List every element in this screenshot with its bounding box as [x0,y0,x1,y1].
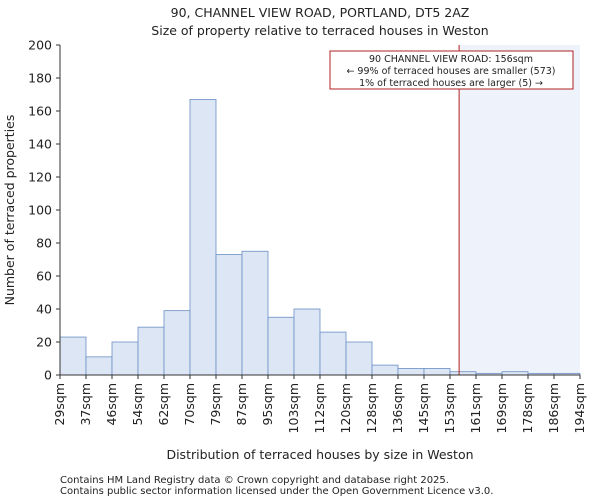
y-axis: 0 20 40 60 80 100 120 140 160 180 200 [28,38,61,383]
x-tick-label-70sqm: 70sqm [182,383,197,426]
y-tick-label-80: 80 [36,236,52,251]
x-tick-label-54sqm: 54sqm [130,383,145,426]
x-tick-label-29sqm: 29sqm [52,383,67,426]
x-tick-label-169sqm: 169sqm [494,383,509,433]
bars-group [59,99,581,376]
bar-54sqm [137,326,165,376]
bar-87sqm [241,250,269,376]
y-axis-label: Number of terraced properties [2,115,17,306]
bar-120sqm [345,341,373,376]
annotation-line1: 90 CHANNEL VIEW ROAD: 156sqm [369,54,533,65]
x-tick-label-136sqm: 136sqm [390,383,405,433]
x-tick-label-145sqm: 145sqm [416,383,431,433]
bar-79sqm [215,254,243,376]
x-tick-label-112sqm: 112sqm [312,383,327,433]
x-tick-label-79sqm: 79sqm [208,383,223,426]
bar-46sqm [111,341,139,376]
annotation-box: 90 CHANNEL VIEW ROAD: 156sqm ← 99% of te… [329,50,574,90]
bar-62sqm [163,310,191,376]
bar-136sqm [397,367,425,376]
bar-103sqm [293,308,321,376]
x-tick-label-186sqm: 186sqm [546,383,561,433]
y-tick-label-200: 200 [28,38,52,53]
y-tick-label-60: 60 [36,269,52,284]
y-tick-label-0: 0 [44,368,52,383]
x-tick-label-95sqm: 95sqm [260,383,275,426]
x-tick-label-62sqm: 62sqm [156,383,171,426]
annotation-line3: 1% of terraced houses are larger (5) → [359,78,543,89]
y-tick-label-160: 160 [28,104,52,119]
x-tick-label-194sqm: 194sqm [572,383,587,433]
bar-95sqm [267,316,295,376]
bar-145sqm [423,367,451,376]
x-tick-label-120sqm: 120sqm [338,383,353,433]
x-tick-label-128sqm: 128sqm [364,383,379,433]
x-tick-label-178sqm: 178sqm [520,383,535,433]
chart-title-line1: 90, CHANNEL VIEW ROAD, PORTLAND, DT5 2AZ [171,5,470,20]
x-tick-label-37sqm: 37sqm [78,383,93,426]
x-tick-label-87sqm: 87sqm [234,383,249,426]
y-tick-label-120: 120 [28,170,52,185]
y-tick-label-180: 180 [28,71,52,86]
x-tick-label-161sqm: 161sqm [468,383,483,433]
footer-line1: Contains HM Land Registry data © Crown c… [60,475,449,486]
x-tick-label-46sqm: 46sqm [104,383,119,426]
y-tick-label-40: 40 [36,302,52,317]
x-tick-label-153sqm: 153sqm [442,383,457,433]
x-axis: 29sqm 37sqm 46sqm 54sqm 62sqm 70sqm 79sqm 87sqm… [52,374,587,433]
chart-title-line2: Size of property relative to terraced ho… [151,23,488,38]
bar-37sqm [85,356,113,376]
annotation-frame [329,50,574,90]
y-tick-label-20: 20 [36,335,52,350]
highlight-region [459,45,580,375]
bar-112sqm [319,331,347,376]
bar-29sqm [59,336,87,376]
bar-70sqm [189,99,217,376]
footer-line2: Contains public sector information licen… [60,486,493,497]
y-tick-label-140: 140 [28,137,52,152]
x-tick-label-103sqm: 103sqm [286,383,301,433]
bar-128sqm [371,364,399,376]
annotation-line2: ← 99% of terraced houses are smaller (57… [346,66,555,77]
x-axis-label: Distribution of terraced houses by size … [166,447,473,462]
y-tick-label-100: 100 [28,203,52,218]
